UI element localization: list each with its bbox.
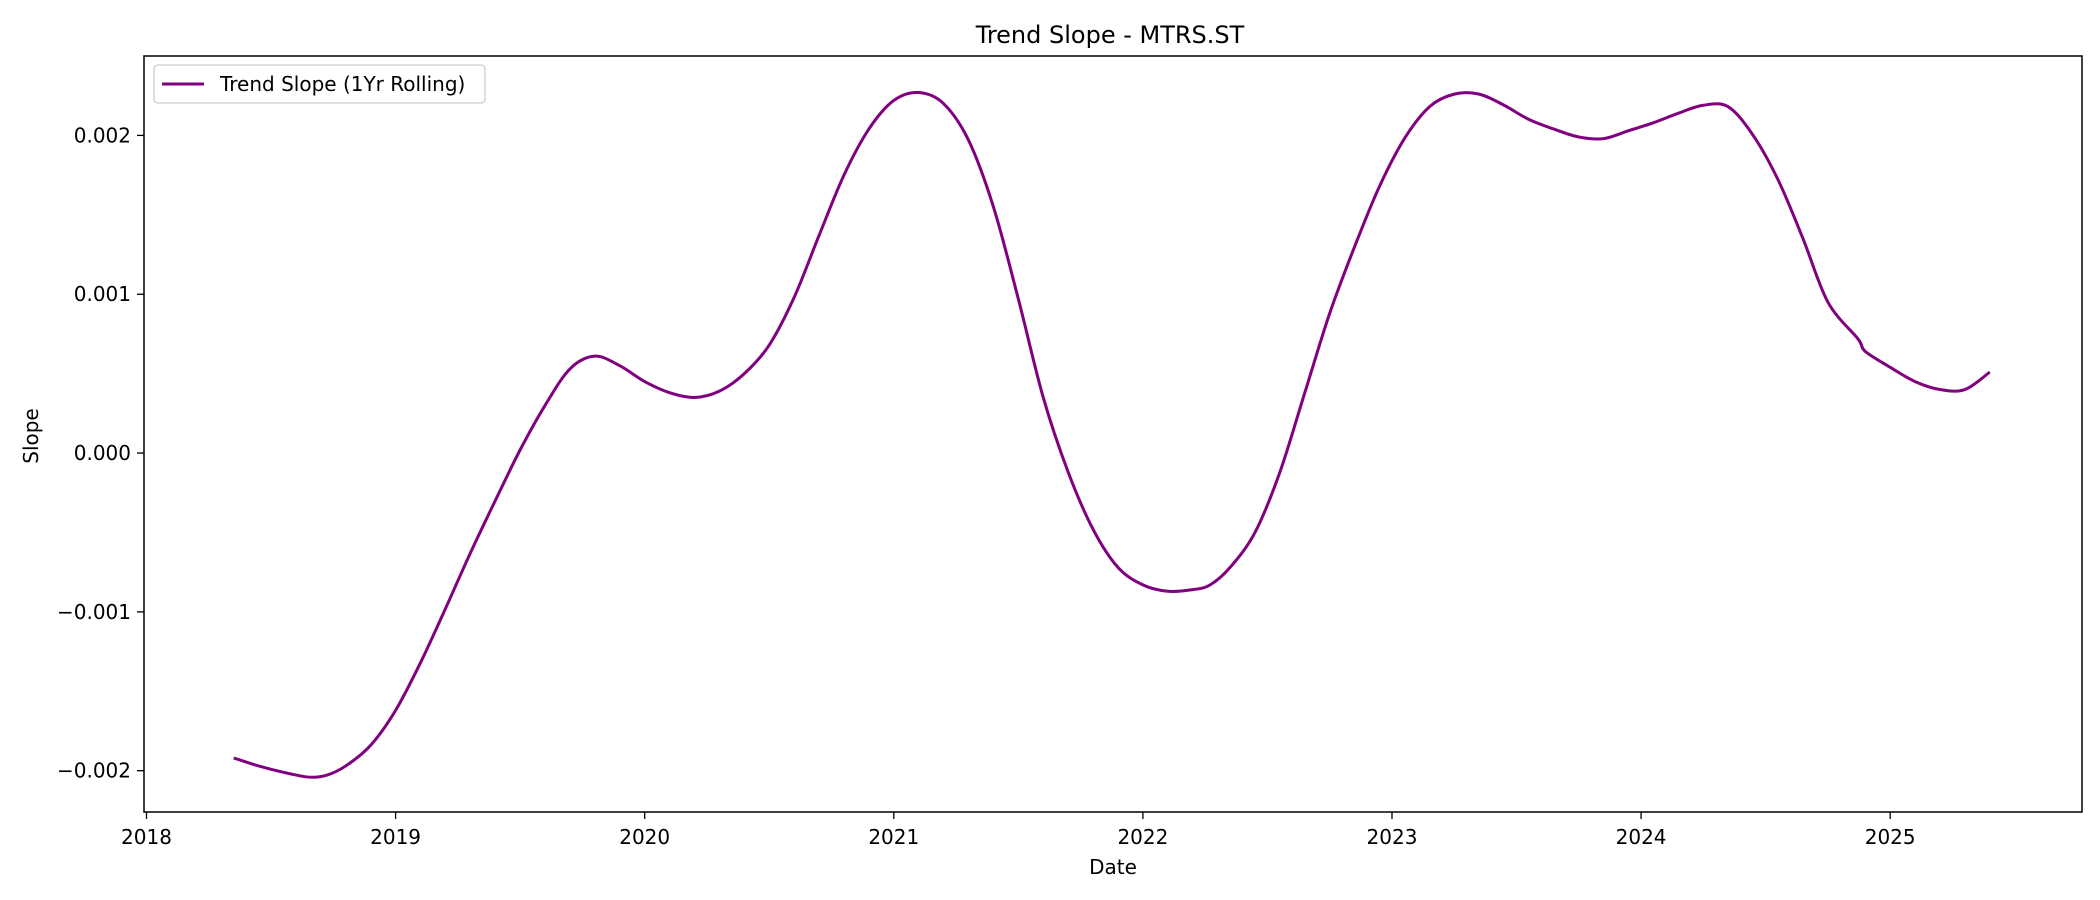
- y-tick-label: −0.001: [57, 600, 131, 624]
- x-axis: 2018 2019 2020 2021 2022 2023 2024 2025: [121, 812, 1916, 849]
- series-line-0: [233, 90, 1991, 779]
- y-tick-label: 0.001: [74, 282, 131, 306]
- plot-frame: [143, 55, 2083, 813]
- x-tick-label: 2023: [1367, 825, 1418, 849]
- x-axis-label: Date: [1089, 855, 1137, 879]
- y-tick-label: 0.002: [74, 123, 131, 147]
- legend-box: [153, 64, 486, 104]
- y-tick-label: −0.002: [57, 759, 131, 783]
- x-tick-label: 2022: [1117, 825, 1168, 849]
- x-tick-label: 2021: [868, 825, 919, 849]
- y-tick-label: 0.000: [74, 441, 131, 465]
- x-tick-label: 2019: [370, 825, 421, 849]
- x-tick-label: 2020: [619, 825, 670, 849]
- x-tick-label: 2024: [1616, 825, 1667, 849]
- x-tick-label: 2018: [121, 825, 172, 849]
- legend-label: Trend Slope (1Yr Rolling): [219, 72, 465, 96]
- y-axis-label: Slope: [19, 408, 43, 464]
- x-tick-label: 2025: [1865, 825, 1916, 849]
- legend: Trend Slope (1Yr Rolling): [153, 64, 486, 104]
- chart-title: Trend Slope - MTRS.ST: [975, 21, 1245, 49]
- plot-area: [233, 90, 1991, 779]
- y-axis: −0.002 −0.001 0.000 0.001 0.002: [57, 123, 144, 783]
